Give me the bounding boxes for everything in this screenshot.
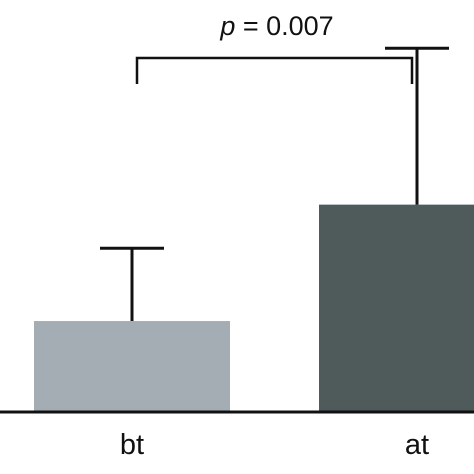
p-value-annotation: p = 0.007 [219,11,333,41]
x-tick-labels: bt at [120,429,429,461]
bar-bt [34,321,230,412]
x-tick-label-at: at [405,429,429,461]
x-tick-label-bt: bt [120,429,144,461]
p-value-text: = 0.007 [235,11,333,41]
significance-bracket [135,56,414,84]
bars-group [34,204,474,412]
bar-at [319,204,474,412]
error-bars-group [100,46,449,322]
p-value-prefix: p [219,11,235,41]
